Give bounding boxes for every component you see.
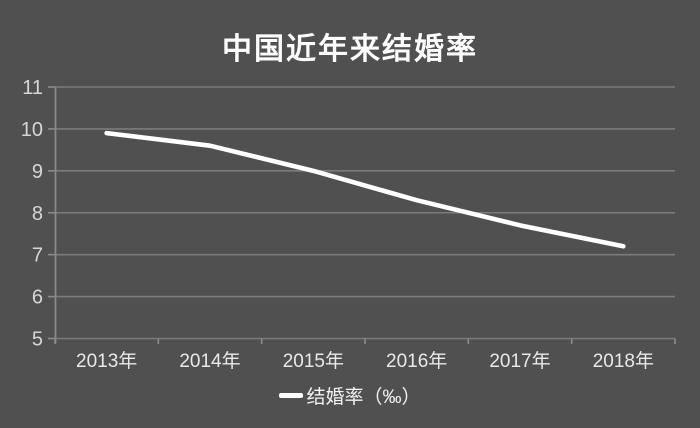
y-axis-tick-label: 6 (32, 287, 43, 309)
legend-line-marker (279, 393, 304, 398)
data-line-series (104, 130, 626, 249)
y-axis-tick-label: 11 (22, 77, 43, 99)
chart-legend: 结婚率（‰） (0, 382, 700, 409)
x-axis-tick-label: 2013年 (76, 350, 137, 372)
y-axis-tick-label: 7 (32, 245, 43, 267)
x-axis-tick-label: 2014年 (179, 350, 240, 372)
y-axis-tick-label: 8 (32, 203, 43, 225)
x-axis-tick-label: 2016年 (386, 350, 447, 372)
x-axis-tick-label: 2017年 (489, 350, 550, 372)
y-axis-tick-label: 9 (32, 161, 43, 183)
y-axis-tick-label: 10 (21, 119, 43, 141)
chart-title: 中国近年来结婚率 (222, 33, 478, 66)
y-axis-tick-label: 5 (32, 329, 43, 351)
x-axis-tick-label: 2018年 (593, 350, 654, 372)
x-axis-tick-label: 2015年 (283, 350, 344, 372)
legend-label: 结婚率（‰） (306, 387, 421, 408)
